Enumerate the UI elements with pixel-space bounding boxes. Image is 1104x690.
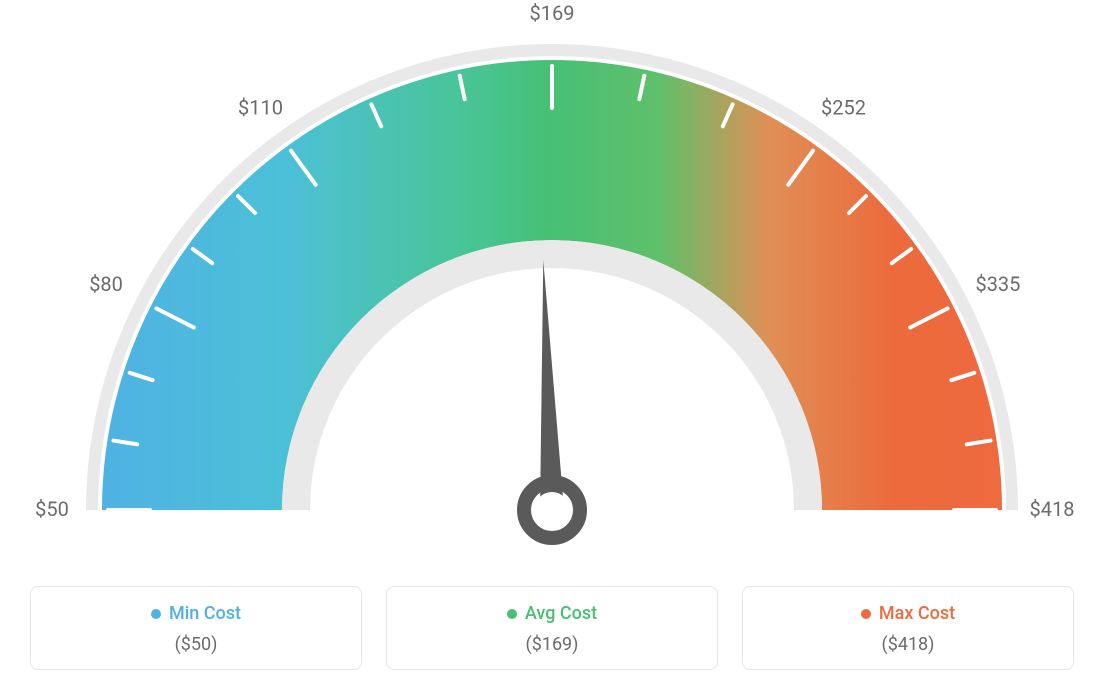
legend-min-value: ($50)	[41, 634, 351, 655]
legend-max-dot	[861, 609, 871, 619]
cost-gauge-chart: $50 $80 $110 $169 $252 $335 $418	[0, 0, 1104, 570]
legend-min-dot	[151, 609, 161, 619]
legend-avg-box: Avg Cost ($169)	[386, 586, 718, 670]
gauge-tick-label: $110	[238, 96, 283, 120]
gauge-tick-label: $50	[35, 497, 69, 521]
legend-min-label: Min Cost	[169, 603, 241, 624]
legend-max-value: ($418)	[753, 634, 1063, 655]
gauge-needle-hub-inner	[534, 492, 570, 528]
legend-avg-label: Avg Cost	[525, 603, 597, 624]
legend-row: Min Cost ($50) Avg Cost ($169) Max Cost …	[30, 586, 1074, 670]
legend-avg-dot	[507, 609, 517, 619]
gauge-tick-label: $335	[975, 272, 1020, 296]
gauge-needle	[540, 260, 564, 510]
gauge-tick-label: $169	[530, 1, 575, 25]
legend-min-box: Min Cost ($50)	[30, 586, 362, 670]
legend-max-label: Max Cost	[879, 603, 955, 624]
legend-max-box: Max Cost ($418)	[742, 586, 1074, 670]
legend-avg-value: ($169)	[397, 634, 707, 655]
gauge-tick-label: $80	[89, 272, 123, 296]
gauge-tick-label: $418	[1030, 497, 1075, 521]
gauge-tick-label: $252	[821, 96, 866, 120]
